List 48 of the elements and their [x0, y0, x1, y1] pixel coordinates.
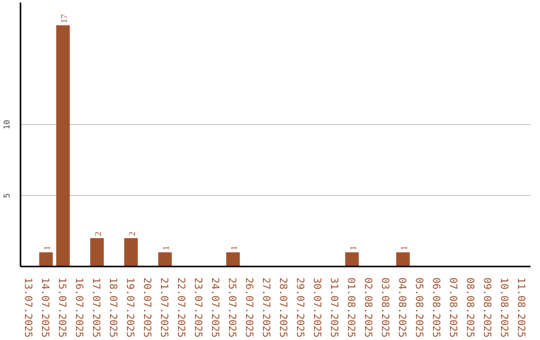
- bar: [90, 238, 104, 266]
- x-tick-label: 23.07.2025: [192, 278, 203, 338]
- x-tick-label: 08.08.2025: [464, 278, 475, 338]
- bar: [345, 252, 359, 266]
- x-tick-label: 27.07.2025: [260, 278, 271, 338]
- x-tick-label: 17.07.2025: [90, 278, 101, 338]
- x-tick-label: 07.08.2025: [447, 278, 458, 338]
- x-tick-label: 21.07.2025: [158, 278, 169, 338]
- x-tick-label: 28.07.2025: [277, 278, 288, 338]
- x-tick-label: 15.07.2025: [56, 278, 67, 338]
- x-tick-label: 30.07.2025: [311, 278, 322, 338]
- data-label: 1: [348, 246, 358, 250]
- y-tick-label: 10: [2, 120, 12, 130]
- bar: [56, 25, 70, 266]
- x-tick-label: 22.07.2025: [175, 278, 186, 338]
- x-tick-label: 14.07.2025: [39, 278, 50, 338]
- x-tick-label: 24.07.2025: [209, 278, 220, 338]
- data-label: 17: [59, 14, 69, 24]
- data-label: 2: [93, 232, 103, 236]
- bar: [226, 252, 240, 266]
- bar: [158, 252, 172, 266]
- x-tick-label: 04.08.2025: [396, 278, 407, 338]
- y-tick-label: 5: [2, 192, 12, 198]
- bar: [124, 238, 138, 266]
- x-tick-label: 05.08.2025: [413, 278, 424, 338]
- bar: [396, 252, 410, 266]
- x-tick-label: 10.08.2025: [498, 278, 509, 338]
- x-tick-label: 09.08.2025: [481, 278, 492, 338]
- bar: [39, 252, 53, 266]
- x-tick-label: 25.07.2025: [226, 278, 237, 338]
- data-label: 1: [42, 246, 52, 250]
- x-tick-label: 20.07.2025: [141, 278, 152, 338]
- data-label: 2: [127, 232, 137, 236]
- x-tick-label: 16.07.2025: [73, 278, 84, 338]
- x-tick-label: 11.08.2025: [515, 278, 526, 338]
- x-tick-label: 06.08.2025: [430, 278, 441, 338]
- x-tick-label: 03.08.2025: [379, 278, 390, 338]
- x-tick-label: 02.08.2025: [362, 278, 373, 338]
- x-tick-label: 13.07.2025: [22, 278, 33, 338]
- data-label: 1: [229, 246, 239, 250]
- x-tick-label: 26.07.2025: [243, 278, 254, 338]
- x-tick-label: 01.08.2025: [345, 278, 356, 338]
- x-tick-label: 31.07.2025: [328, 278, 339, 338]
- x-tick-label: 19.07.2025: [124, 278, 135, 338]
- data-label: 1: [161, 246, 171, 250]
- x-tick-label: 18.07.2025: [107, 278, 118, 338]
- x-tick-label: 29.07.2025: [294, 278, 305, 338]
- data-label: 1: [399, 246, 409, 250]
